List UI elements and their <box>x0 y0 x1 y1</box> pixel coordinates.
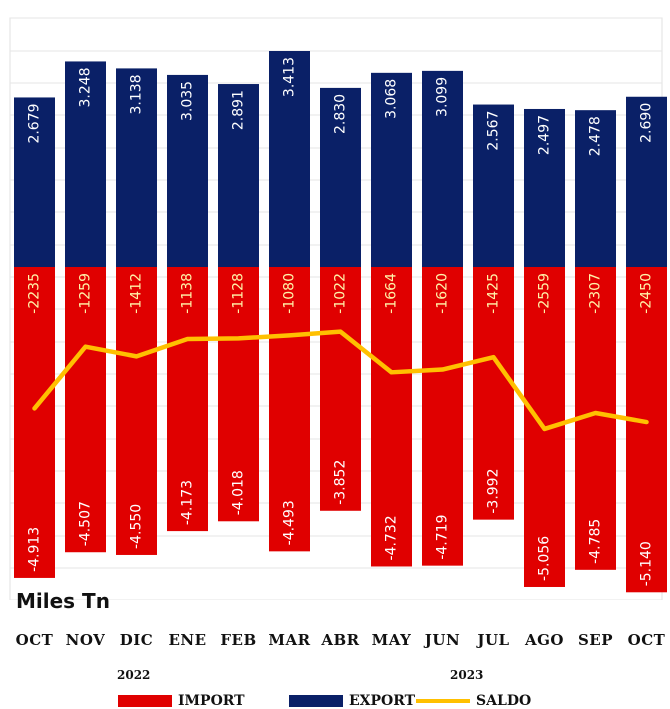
legend-label-import: IMPORT <box>178 693 245 709</box>
import-bar-3 <box>167 267 208 532</box>
export-label-4: 2.891 <box>231 90 247 130</box>
export-bar-3 <box>167 74 208 268</box>
export-label-6: 2.830 <box>333 94 349 134</box>
category-label-0: OCT <box>15 631 54 649</box>
category-label-2: DIC <box>119 631 154 649</box>
saldo-label-4: -1128 <box>231 273 247 314</box>
category-label-1: NOV <box>65 631 106 649</box>
saldo-label-6: -1022 <box>333 273 349 314</box>
saldo-label-11: -2307 <box>588 273 604 314</box>
import-bar-1 <box>65 267 106 553</box>
category-label-12: OCT <box>627 631 666 649</box>
import-label-2: -4.550 <box>129 504 145 549</box>
export-bar-12 <box>626 96 667 268</box>
export-label-7: 3.068 <box>384 79 400 119</box>
category-label-6: ABR <box>321 631 360 649</box>
legend-export: EXPORT <box>289 693 415 709</box>
category-label-9: JUL <box>477 631 510 649</box>
export-label-2: 3.138 <box>129 74 145 114</box>
legend-swatch-export <box>289 695 343 707</box>
category-label-7: MAY <box>371 631 412 649</box>
export-bar-9 <box>473 104 514 267</box>
import-label-12: -5.140 <box>639 541 655 586</box>
legend-import: IMPORT <box>118 693 245 709</box>
saldo-label-1: -1259 <box>78 273 94 314</box>
export-label-5: 3.413 <box>282 57 298 97</box>
import-label-0: -4.913 <box>27 527 43 572</box>
import-label-1: -4.507 <box>78 501 94 546</box>
plot-area: 2.679 -2235 3.248 -1259 3.138 -1412 3.035 -1138… <box>9 17 667 600</box>
export-bar-1 <box>65 61 106 267</box>
legend-swatch-import <box>118 695 172 707</box>
import-label-6: -3.852 <box>333 460 349 505</box>
import-label-4: -4.018 <box>231 470 247 515</box>
import-label-9: -3.992 <box>486 469 502 514</box>
year-label-2023: 2023 <box>450 668 484 682</box>
export-bar-6 <box>320 87 361 267</box>
unit-label: Miles Tn <box>16 589 110 613</box>
saldo-label-9: -1425 <box>486 273 502 314</box>
legend-label-saldo: SALDO <box>476 693 532 709</box>
legend-saldo: SALDO <box>416 693 531 709</box>
import-bar-12 <box>626 267 667 593</box>
category-axis: OCT NOV DIC ENE FEB MAR ABR MAY JUN JUL AGO SEP OCT <box>0 631 670 651</box>
export-bar-7 <box>371 72 412 267</box>
export-label-9: 2.567 <box>486 111 502 151</box>
import-bar-6 <box>320 267 361 511</box>
export-bar-4 <box>218 84 259 267</box>
saldo-label-2: -1412 <box>129 273 145 314</box>
export-bar-2 <box>116 68 157 267</box>
saldo-label-7: -1664 <box>384 273 400 314</box>
category-label-5: MAR <box>268 631 311 649</box>
year-label-2022: 2022 <box>117 668 151 682</box>
export-label-10: 2.497 <box>537 115 553 155</box>
export-bar-10 <box>524 108 565 267</box>
import-bar-2 <box>116 267 157 555</box>
category-label-11: SEP <box>577 631 614 649</box>
export-label-8: 3.099 <box>435 77 451 117</box>
export-bar-8 <box>422 70 463 267</box>
export-label-3: 3.035 <box>180 81 196 121</box>
import-label-11: -4.785 <box>588 519 604 564</box>
export-bar-0 <box>14 97 55 267</box>
import-bar-5 <box>269 267 310 552</box>
export-label-11: 2.478 <box>588 116 604 156</box>
category-label-4: FEB <box>220 631 257 649</box>
saldo-label-10: -2559 <box>537 273 553 314</box>
legend-swatch-saldo <box>416 699 470 703</box>
category-label-10: AGO <box>524 631 564 649</box>
export-bar-11 <box>575 110 616 268</box>
export-label-0: 2.679 <box>27 103 43 143</box>
import-bar-9 <box>473 267 514 520</box>
import-bar-8 <box>422 267 463 566</box>
import-label-3: -4.173 <box>180 480 196 525</box>
legend-label-export: EXPORT <box>349 693 416 709</box>
import-label-8: -4.719 <box>435 515 451 560</box>
saldo-label-5: -1080 <box>282 273 298 314</box>
import-label-5: -4.493 <box>282 500 298 545</box>
saldo-label-3: -1138 <box>180 273 196 314</box>
saldo-label-12: -2450 <box>639 273 655 314</box>
import-label-7: -4.732 <box>384 515 400 560</box>
category-label-8: JUN <box>424 631 461 649</box>
saldo-label-8: -1620 <box>435 273 451 314</box>
export-label-1: 3.248 <box>78 67 94 107</box>
export-label-12: 2.690 <box>639 103 655 143</box>
import-bar-4 <box>218 267 259 522</box>
saldo-label-0: -2235 <box>27 273 43 314</box>
export-bar-5 <box>269 51 310 267</box>
import-bar-0 <box>14 267 55 578</box>
import-bar-7 <box>371 267 412 567</box>
category-label-3: ENE <box>168 631 207 649</box>
import-label-10: -5.056 <box>537 536 553 581</box>
